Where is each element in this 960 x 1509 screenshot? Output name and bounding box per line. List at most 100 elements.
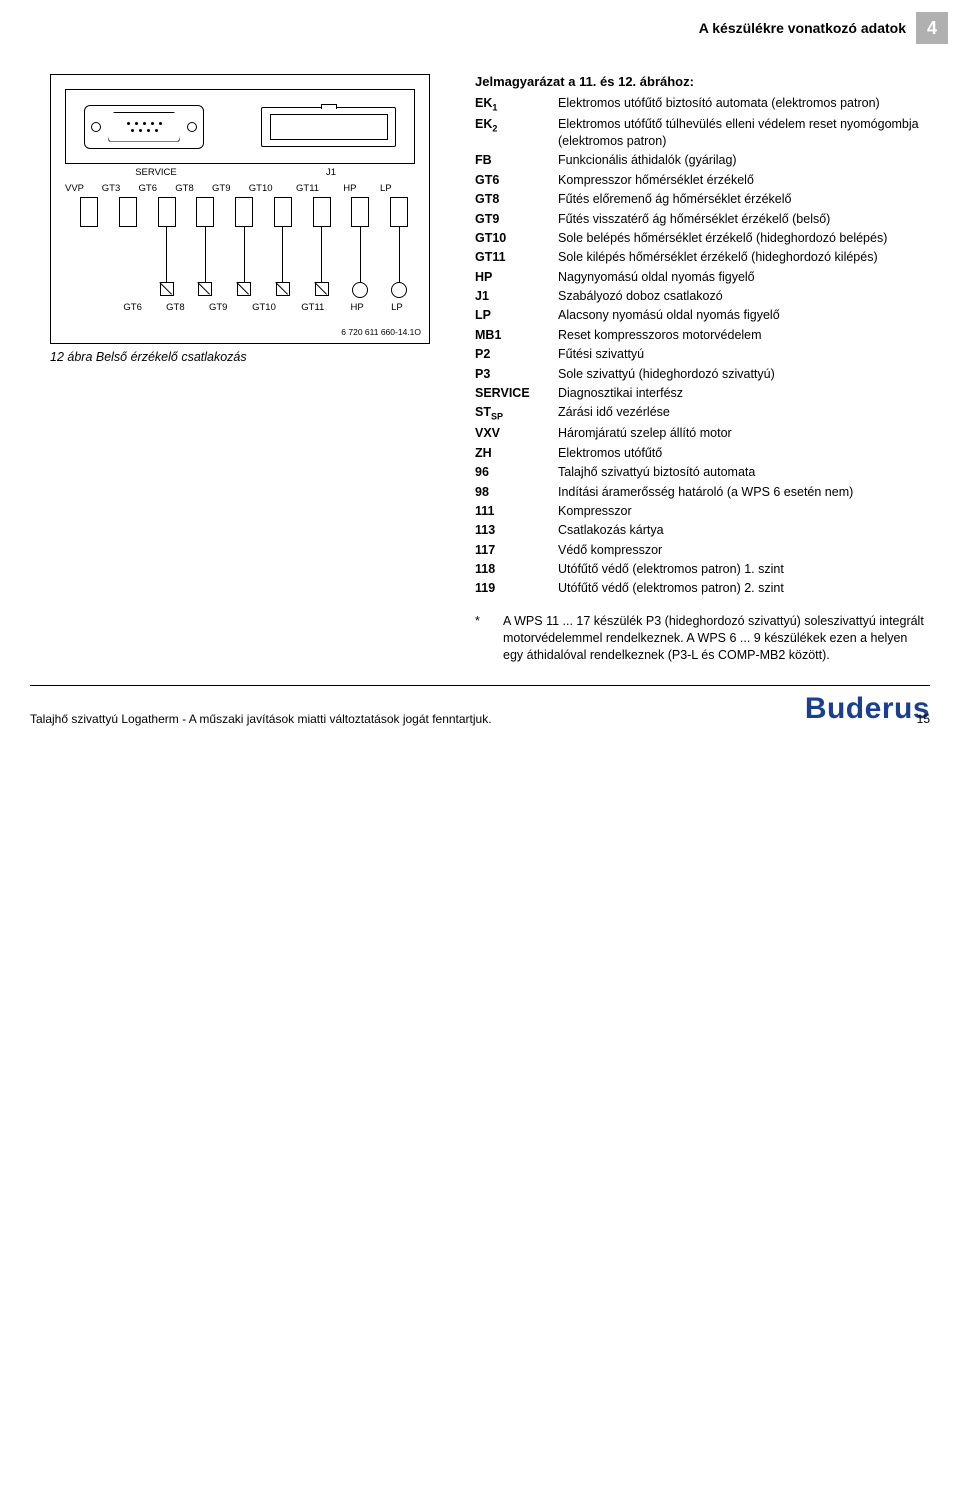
legend-key: GT6 <box>475 172 550 189</box>
legend-key: STSP <box>475 404 550 423</box>
lbl-vvp: VVP <box>65 183 100 194</box>
legend-key: 117 <box>475 542 550 559</box>
sensor-gt3-icon <box>116 197 140 298</box>
legend-title: Jelmagyarázat a 11. és 12. ábrához: <box>475 74 930 89</box>
legend-key: 111 <box>475 503 550 520</box>
sensor-hp-icon <box>348 197 372 298</box>
footnote: * A WPS 11 ... 17 készülék P3 (hideghord… <box>475 613 930 664</box>
left-column: SERVICE J1 VVP GT3 GT6 GT8 GT9 GT10 GT11… <box>50 74 440 664</box>
legend-key: SERVICE <box>475 385 550 402</box>
legend-value: Diagnosztikai interfész <box>558 385 930 402</box>
sensor-gt8-icon <box>193 197 217 298</box>
legend-key: 96 <box>475 464 550 481</box>
diagram-panel <box>65 89 415 164</box>
legend-value: Háromjáratú szelep állító motor <box>558 425 930 442</box>
sensor-gt9-icon <box>232 197 256 298</box>
legend-value: Szabályozó doboz csatlakozó <box>558 288 930 305</box>
lbl2-gt11: GT11 <box>290 302 335 313</box>
sensor-vvp-icon <box>77 197 101 298</box>
legend-value: Sole belépés hőmérséklet érzékelő (hideg… <box>558 230 930 247</box>
legend-key: GT11 <box>475 249 550 266</box>
legend-value: Fűtés visszatérő ág hőmérséklet érzékelő… <box>558 211 930 228</box>
j1-connector-icon <box>261 107 396 147</box>
sensor-gt6-icon <box>155 197 179 298</box>
lbl-lp: LP <box>380 183 415 194</box>
diagram-top-labels: SERVICE J1 <box>65 167 415 178</box>
lbl-hp: HP <box>343 183 378 194</box>
lbl2-gt9: GT9 <box>199 302 238 313</box>
diagram-code: 6 720 611 660-14.1O <box>341 327 421 337</box>
page-header: A készülékre vonatkozó adatok 4 <box>0 12 960 44</box>
legend-key: HP <box>475 269 550 286</box>
legend-value: Utófűtő védő (elektromos patron) 2. szin… <box>558 580 930 597</box>
diagram-row2-labels: GT6 GT8 GT9 GT10 GT11 HP LP <box>113 302 415 313</box>
legend-value: Indítási áramerősség határoló (a WPS 6 e… <box>558 484 930 501</box>
lbl-gt3: GT3 <box>102 183 137 194</box>
lbl2-hp: HP <box>339 302 375 313</box>
wiring-diagram: SERVICE J1 VVP GT3 GT6 GT8 GT9 GT10 GT11… <box>50 74 430 344</box>
legend-key: P3 <box>475 366 550 383</box>
diagram-sensor-row <box>77 197 411 298</box>
legend-key: FB <box>475 152 550 169</box>
legend-value: Kompresszor <box>558 503 930 520</box>
diagram-j1-label: J1 <box>247 167 415 178</box>
legend-key: J1 <box>475 288 550 305</box>
legend-table: EK1Elektromos utófűtő biztosító automata… <box>475 95 930 597</box>
main-content: SERVICE J1 VVP GT3 GT6 GT8 GT9 GT10 GT11… <box>0 74 960 664</box>
legend-key: 118 <box>475 561 550 578</box>
legend-value: Sole szivattyú (hideghordozó szivattyú) <box>558 366 930 383</box>
legend-value: Fűtési szivattyú <box>558 346 930 363</box>
legend-key: GT9 <box>475 211 550 228</box>
legend-key: 98 <box>475 484 550 501</box>
legend-key: GT8 <box>475 191 550 208</box>
lbl-gt6: GT6 <box>139 183 174 194</box>
legend-key: EK1 <box>475 95 550 114</box>
footer-text: Talajhő szivattyú Logatherm - A műszaki … <box>30 712 492 726</box>
header-chapter-number: 4 <box>916 12 948 44</box>
lbl-gt11: GT11 <box>296 183 342 194</box>
legend-key: GT10 <box>475 230 550 247</box>
legend-key: MB1 <box>475 327 550 344</box>
legend-value: Alacsony nyomású oldal nyomás figyelő <box>558 307 930 324</box>
legend-value: Nagynyomású oldal nyomás figyelő <box>558 269 930 286</box>
right-column: Jelmagyarázat a 11. és 12. ábrához: EK1 E… <box>475 74 930 664</box>
header-title: A készülékre vonatkozó adatok <box>699 20 906 36</box>
diagram-service-label: SERVICE <box>65 167 247 178</box>
legend-value: Elektromos utófűtő túlhevülés elleni véd… <box>558 116 930 150</box>
legend-value: Fűtés előremenő ág hőmérséklet érzékelő <box>558 191 930 208</box>
figure-caption: 12 ábra Belső érzékelő csatlakozás <box>50 350 440 364</box>
legend-key: EK2 <box>475 116 550 150</box>
legend-value: Védő kompresszor <box>558 542 930 559</box>
legend-value: Reset kompresszoros motorvédelem <box>558 327 930 344</box>
diagram-row1-labels: VVP GT3 GT6 GT8 GT9 GT10 GT11 HP LP <box>65 183 415 194</box>
legend-value: Sole kilépés hőmérséklet érzékelő (hideg… <box>558 249 930 266</box>
lbl2-gt8: GT8 <box>156 302 195 313</box>
lbl-gt8: GT8 <box>175 183 210 194</box>
sensor-lp-icon <box>387 197 411 298</box>
sensor-gt10-icon <box>271 197 295 298</box>
footnote-marker: * <box>475 613 495 664</box>
brand-name: Buderus <box>805 692 930 726</box>
legend-key: 119 <box>475 580 550 597</box>
lbl-gt9: GT9 <box>212 183 247 194</box>
legend-value: Utófűtő védő (elektromos patron) 1. szin… <box>558 561 930 578</box>
legend-value: Funkcionális áthidalók (gyárilag) <box>558 152 930 169</box>
legend-key: ZH <box>475 445 550 462</box>
lbl2-gt6: GT6 <box>113 302 152 313</box>
legend-value: Kompresszor hőmérséklet érzékelő <box>558 172 930 189</box>
legend-key: LP <box>475 307 550 324</box>
legend-value: Talajhő szivattyú biztosító automata <box>558 464 930 481</box>
footnote-text: A WPS 11 ... 17 készülék P3 (hideghordoz… <box>503 613 930 664</box>
lbl2-lp: LP <box>379 302 415 313</box>
brand-logo: Buderus <box>805 692 930 726</box>
legend-value: Csatlakozás kártya <box>558 522 930 539</box>
legend-key: P2 <box>475 346 550 363</box>
legend-value: Elektromos utófűtő <box>558 445 930 462</box>
page-number: 15 <box>917 712 930 726</box>
page-footer: Talajhő szivattyú Logatherm - A műszaki … <box>30 685 930 726</box>
legend-key: VXV <box>475 425 550 442</box>
legend-value: Zárási idő vezérlése <box>558 404 930 423</box>
lbl2-gt10: GT10 <box>241 302 286 313</box>
service-connector-icon <box>84 105 204 149</box>
lbl-gt10: GT10 <box>249 183 295 194</box>
